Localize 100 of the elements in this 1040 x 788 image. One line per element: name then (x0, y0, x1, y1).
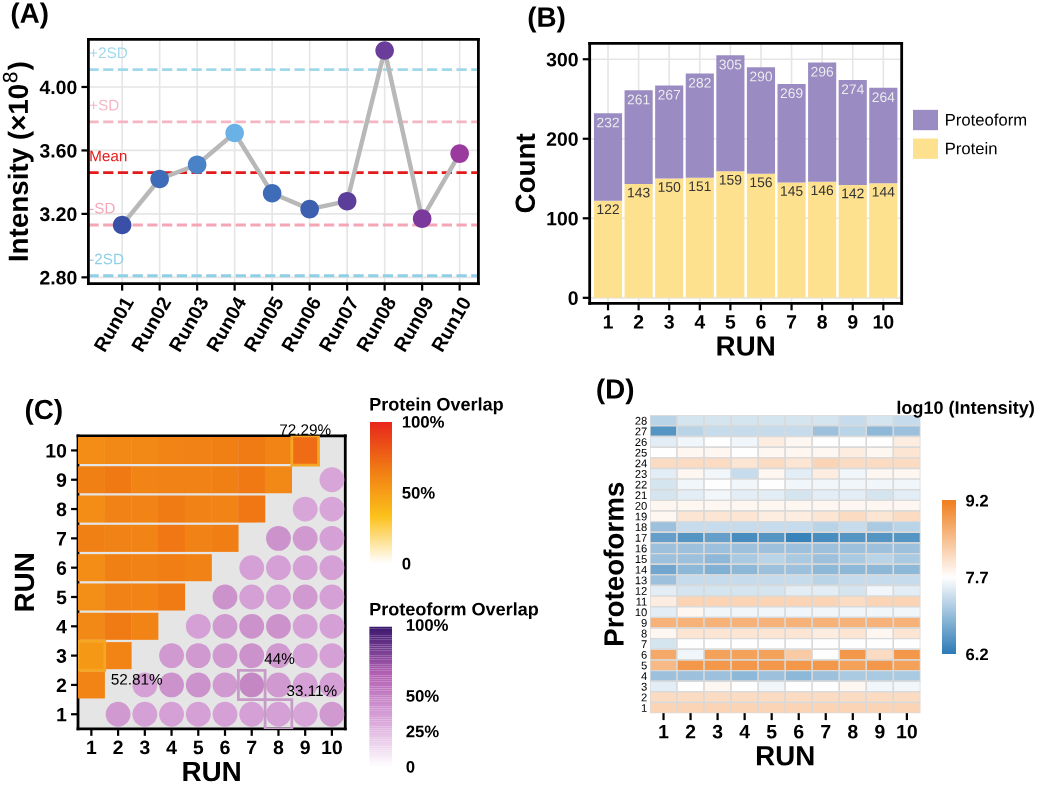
point (211, 524, 239, 552)
x-axis-title: RUN (756, 746, 814, 766)
point (264, 436, 292, 464)
color-bar-label: 100% (402, 415, 444, 428)
point (158, 436, 186, 464)
point (104, 495, 132, 523)
point (78, 612, 105, 640)
chart-title: (B) (528, 6, 565, 33)
x-tick-label: 6 (794, 724, 804, 739)
y-tick-label: 1 (57, 707, 67, 722)
y-axis-title: Count (515, 133, 536, 213)
text: 50% (406, 690, 439, 702)
point (104, 642, 132, 670)
x-tick-label: 7 (821, 724, 831, 739)
point (212, 643, 238, 669)
point (131, 466, 159, 494)
point (262, 183, 282, 203)
point (78, 583, 105, 611)
point (132, 701, 158, 727)
point (264, 466, 292, 494)
x-tick-label: 1 (87, 740, 97, 755)
point (292, 496, 318, 522)
y-tick-label: 7 (56, 532, 67, 546)
point (78, 495, 105, 523)
point (238, 466, 266, 494)
point (158, 495, 186, 523)
x-tick-label: 9 (300, 740, 310, 755)
point (266, 672, 291, 698)
chart-title: (D) (597, 378, 634, 405)
x-tick-label: 6 (220, 740, 230, 755)
x-tick-label: 5 (725, 315, 736, 329)
point (131, 554, 159, 582)
point (238, 436, 266, 464)
legend-label: Proteoform (946, 113, 1027, 126)
x-tick-label: 8 (848, 724, 858, 739)
y-tick-label: 100 (547, 211, 578, 226)
x-tick-label: 7 (247, 740, 257, 755)
point (319, 496, 345, 522)
point (212, 613, 238, 639)
color-bar-label: 50% (402, 486, 435, 499)
y-tick-label: 2.80 (40, 270, 77, 285)
x-tick-label: 3 (664, 315, 674, 329)
x-tick-label: 4 (694, 315, 706, 329)
point (184, 466, 212, 494)
point (78, 554, 105, 582)
point (184, 436, 212, 464)
point (319, 701, 345, 727)
color-bar-label: 7.7 (966, 571, 988, 584)
color-bar-label: 0 (402, 557, 411, 570)
point (211, 436, 239, 464)
y-tick-label: 5 (56, 590, 67, 605)
point (239, 584, 265, 610)
y-tick-label: 3.20 (39, 207, 77, 222)
point (131, 436, 159, 464)
point (104, 554, 132, 582)
y-tick-label: 0 (568, 291, 578, 306)
point (292, 701, 318, 727)
point (159, 672, 184, 698)
point (131, 583, 159, 611)
y-axis-title: RUN (14, 554, 35, 611)
y-tick-label: 3.60 (39, 143, 77, 158)
point (150, 169, 169, 189)
point (292, 613, 318, 639)
x-tick-label: 4 (739, 724, 750, 739)
point (292, 643, 318, 669)
point (131, 612, 159, 640)
y-tick-label: 300 (546, 52, 578, 67)
point (319, 525, 345, 551)
point (159, 643, 184, 669)
point (78, 466, 105, 494)
point (104, 524, 132, 552)
point (337, 191, 357, 211)
point (104, 466, 132, 494)
point (78, 436, 105, 464)
point (225, 123, 244, 143)
point (185, 701, 211, 727)
point (412, 209, 432, 228)
point (78, 671, 105, 699)
y-tick-label: 9 (56, 473, 67, 487)
point (159, 701, 184, 727)
color-bar-title: log10 (Intensity) (897, 400, 1034, 418)
point (105, 701, 131, 727)
x-tick-label: 4 (166, 740, 177, 755)
x-axis-title: RUN (183, 761, 240, 782)
text: Proteoform Overlap (370, 602, 539, 620)
point (238, 495, 266, 523)
point (239, 613, 265, 639)
y-tick-label: 4.00 (39, 80, 77, 95)
x-tick-label: 1 (659, 724, 669, 739)
x-tick-label: 10 (322, 740, 342, 755)
text: 100% (406, 619, 448, 631)
point (131, 524, 159, 552)
x-tick-label: 5 (766, 724, 777, 739)
point (292, 584, 318, 610)
x-tick-label: 1 (603, 315, 613, 329)
point (212, 584, 238, 610)
point (292, 525, 318, 551)
y-tick-label: 200 (546, 132, 578, 146)
x-tick-label: 6 (756, 315, 766, 329)
point (78, 524, 105, 552)
